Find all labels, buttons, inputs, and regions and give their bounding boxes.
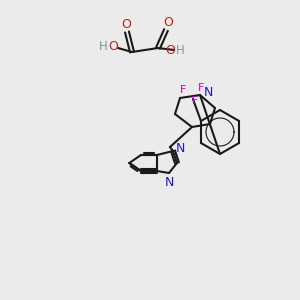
Text: N: N: [164, 176, 174, 188]
Text: F: F: [180, 85, 186, 95]
Text: O: O: [108, 40, 118, 53]
Text: O: O: [121, 17, 131, 31]
Text: N: N: [175, 142, 185, 155]
Text: O: O: [165, 44, 175, 56]
Text: N: N: [203, 85, 213, 98]
Text: H: H: [176, 44, 184, 56]
Text: F: F: [198, 83, 204, 93]
Text: F: F: [192, 96, 198, 106]
Text: O: O: [163, 16, 173, 28]
Text: H: H: [99, 40, 107, 53]
